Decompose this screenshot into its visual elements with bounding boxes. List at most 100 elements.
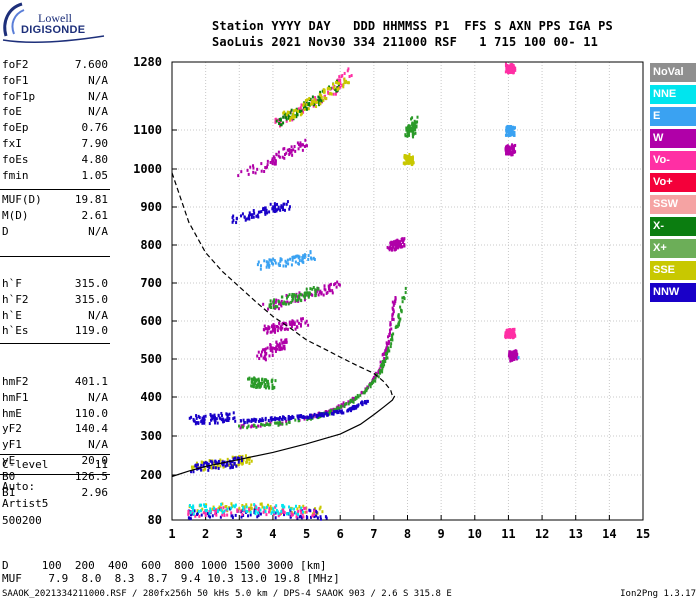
x-tick-label: 15	[636, 527, 650, 541]
echo-point	[220, 411, 223, 415]
param-value: N/A	[88, 438, 108, 452]
echo-point	[322, 90, 325, 94]
echo-point	[221, 460, 224, 464]
echo-point	[282, 415, 285, 419]
param-separator	[0, 343, 110, 344]
param-label: B1	[2, 485, 16, 499]
echo-point	[295, 111, 298, 115]
x-tick-label: 4	[269, 527, 276, 541]
echo-point	[268, 354, 271, 358]
echo-point	[278, 119, 281, 123]
echo-point	[265, 265, 268, 269]
echo-point	[278, 512, 281, 516]
param-value: 7.600	[74, 58, 108, 71]
echo-point	[318, 507, 321, 511]
echo-point	[196, 463, 199, 467]
echo-point	[508, 64, 511, 68]
echo-point	[302, 515, 305, 519]
echo-point	[331, 408, 334, 412]
echo-point	[198, 416, 201, 420]
echo-point	[265, 165, 268, 169]
echo-point	[299, 106, 302, 110]
echo-point	[296, 254, 299, 258]
param-label: h`F2	[2, 292, 29, 306]
echo-point	[296, 113, 299, 117]
echo-point	[209, 459, 212, 463]
x-tick-label: 5	[303, 527, 310, 541]
echo-point	[401, 245, 404, 249]
echo-point	[275, 421, 278, 425]
echo-point	[305, 515, 308, 519]
echo-point	[276, 421, 279, 425]
echo-point	[400, 310, 403, 314]
echo-point	[379, 371, 382, 375]
echo-point	[273, 416, 276, 420]
echo-point	[271, 387, 274, 391]
echo-point	[390, 240, 393, 244]
echo-point	[294, 511, 297, 515]
echo-point	[299, 509, 302, 513]
echo-point	[286, 200, 289, 204]
echo-point	[298, 259, 301, 263]
x-tick-label: 11	[501, 527, 515, 541]
x-tick-label: 7	[370, 527, 377, 541]
echo-point	[303, 256, 306, 260]
echo-point	[286, 300, 289, 304]
echo-point	[197, 414, 200, 418]
header-labels: Station YYYY DAY DDD HHMMSS P1 FFS S AXN…	[212, 19, 613, 33]
echo-point	[264, 416, 267, 420]
param-label: h`F	[2, 277, 22, 290]
echo-point	[260, 162, 263, 166]
echo-point	[303, 107, 306, 111]
echo-point	[283, 513, 286, 517]
echo-point	[266, 384, 269, 388]
echo-point	[287, 417, 290, 421]
autoscale-program: Artist5	[2, 497, 49, 510]
echo-point	[302, 260, 305, 264]
echo-point	[249, 165, 252, 169]
echo-point	[294, 418, 297, 422]
echo-point	[398, 319, 401, 323]
echo-point	[230, 514, 233, 518]
echo-point	[263, 348, 266, 352]
param-row: hmF2 401.1	[2, 375, 108, 391]
echo-point	[263, 324, 266, 328]
echo-point	[323, 96, 326, 100]
echo-point	[313, 257, 316, 261]
echo-point	[390, 248, 393, 252]
echo-point	[231, 216, 234, 220]
echo-point	[290, 108, 293, 112]
param-row: B1 2.96	[2, 486, 108, 502]
echo-point	[280, 299, 283, 303]
echo-point	[404, 291, 407, 295]
y-tick-label: 600	[140, 314, 162, 328]
legend-item: Vo-	[650, 151, 696, 170]
param-value: N/A	[88, 105, 108, 119]
echo-point	[508, 351, 511, 355]
echo-point	[399, 317, 402, 321]
echo-point	[277, 325, 280, 329]
echo-point	[305, 293, 308, 297]
echo-point	[222, 465, 225, 469]
echo-point	[300, 506, 303, 510]
echo-point	[271, 162, 274, 166]
echo-point	[273, 330, 276, 334]
echo-point	[242, 418, 245, 422]
echo-point	[195, 416, 198, 420]
echo-point	[241, 425, 244, 429]
echo-point	[242, 505, 245, 509]
echo-point	[268, 305, 271, 309]
echo-point	[263, 378, 266, 382]
echo-point	[224, 464, 227, 468]
echo-point	[240, 170, 243, 174]
param-value: 11	[94, 458, 108, 471]
echo-point	[242, 458, 245, 462]
param-row: foF1 N/A	[2, 74, 108, 90]
legend-item: NNE	[650, 85, 696, 104]
echo-point	[311, 514, 314, 518]
echo-point	[203, 503, 206, 507]
echo-point	[281, 155, 284, 159]
echo-point	[402, 238, 405, 242]
echo-point	[414, 131, 417, 135]
echo-point	[190, 470, 193, 474]
